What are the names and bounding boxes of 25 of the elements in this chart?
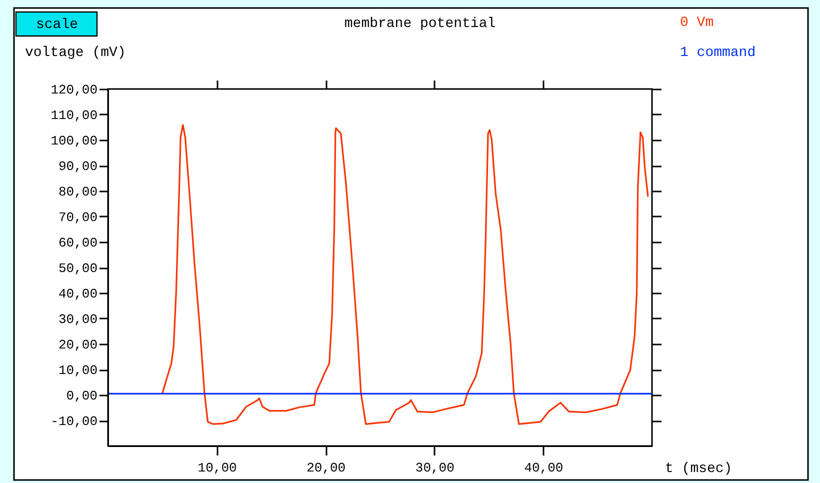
chart-title: membrane potential [344,16,496,32]
y-tick-label: 20,00 [58,338,98,352]
y-tick-label: 60,00 [58,236,98,250]
x-tick-label: 20,00 [306,460,346,476]
x-axis-title: t (msec) [665,461,732,477]
y-tick-label: 80,00 [58,184,98,200]
x-tick-label: 10,00 [198,460,237,476]
y-axis-title: voltage (mV) [25,45,126,61]
text: 1 command [680,45,756,61]
y-tick-label: 70,00 [58,210,98,225]
y-tick-label: 0,00 [66,388,98,404]
y-tick-label: 120,00 [50,82,98,98]
y-tick-label: 110,00 [50,108,98,123]
y-tick-label: 10,00 [58,363,98,378]
y-tick-label: 30,00 [58,312,98,327]
y-tick-label: 90,00 [58,159,98,174]
x-tick-label: 30,00 [415,460,454,476]
y-tick-label: 40,00 [58,286,98,302]
y-tick-label: -10,00 [50,414,98,429]
y-tick-label: 50,00 [58,261,98,276]
y-tick-label: 100,00 [50,134,98,148]
line-series [162,124,649,425]
text: 0 Vm [680,15,714,31]
x-tick-label: 40,00 [524,460,564,476]
text: scale [36,17,78,33]
